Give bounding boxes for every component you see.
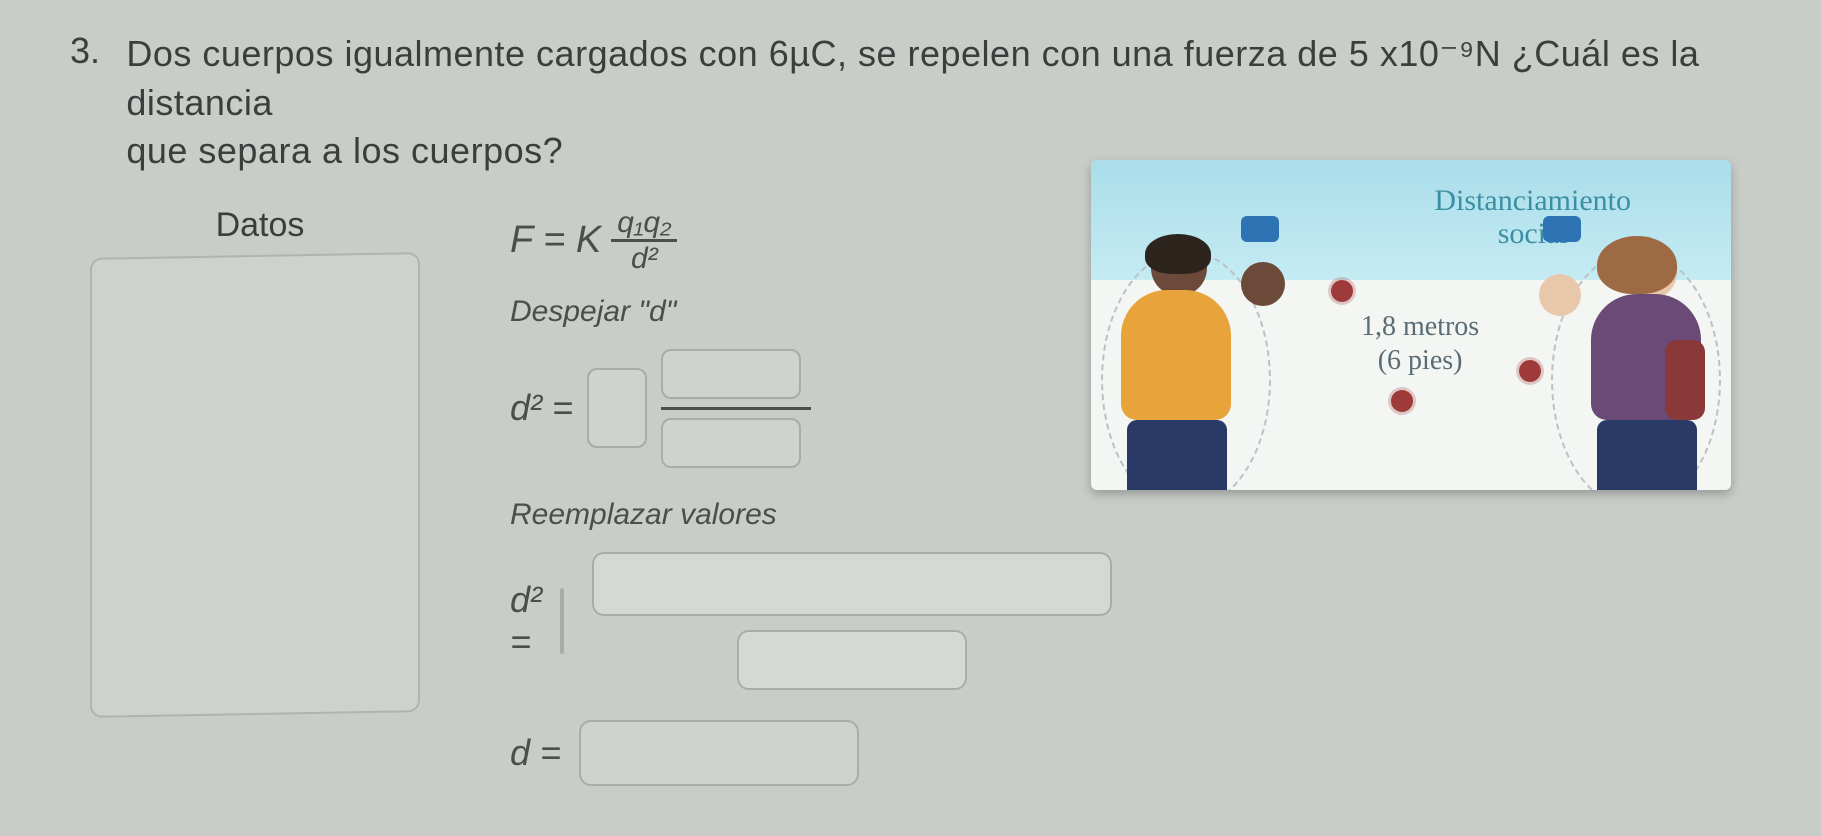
speech-bubble-right-icon bbox=[1543, 216, 1581, 242]
hair-icon bbox=[1597, 236, 1677, 294]
result-den-box[interactable] bbox=[737, 630, 967, 690]
d2-label-2: d² = bbox=[510, 579, 542, 663]
illus-distance-line1: 1,8 metros bbox=[1361, 311, 1479, 342]
d2-value-row: d² = bbox=[510, 552, 1030, 690]
body-icon bbox=[1121, 290, 1231, 420]
virus-icon bbox=[1391, 390, 1413, 412]
d2-isolate-row: d² = bbox=[510, 349, 1030, 468]
person-left bbox=[1121, 240, 1231, 490]
person-right bbox=[1581, 244, 1701, 490]
d2-den-box[interactable] bbox=[661, 418, 801, 468]
question-line1: Dos cuerpos igualmente cargados con 6µC,… bbox=[126, 33, 1699, 123]
speech-bubble-left-icon bbox=[1241, 216, 1279, 242]
datos-label: Datos bbox=[70, 206, 450, 245]
d2-num-box[interactable] bbox=[661, 349, 801, 399]
legs-icon bbox=[1597, 420, 1697, 490]
illus-title-line1: Distanciamiento bbox=[1434, 184, 1631, 217]
d2-label: d² = bbox=[510, 387, 573, 429]
illus-distance: 1,8 metros (6 pies) bbox=[1361, 310, 1479, 377]
datos-column: Datos bbox=[70, 206, 450, 816]
datos-input-box[interactable] bbox=[90, 252, 420, 718]
legs-icon bbox=[1127, 420, 1227, 490]
fraction-bar bbox=[661, 407, 811, 410]
illus-distance-line2: (6 pies) bbox=[1378, 345, 1463, 376]
question-line2: que separa a los cuerpos? bbox=[126, 130, 563, 171]
question-number: 3. bbox=[70, 30, 126, 176]
virus-icon bbox=[1331, 280, 1353, 302]
formula-fraction: q₁q₂ d² bbox=[611, 206, 677, 275]
virus-icon bbox=[1519, 360, 1541, 382]
hair-icon bbox=[1145, 234, 1211, 274]
d2-value-box[interactable] bbox=[560, 588, 564, 654]
coulomb-formula: F = K q₁q₂ d² bbox=[510, 206, 1030, 275]
social-distancing-illustration: Distanciamiento social 1,8 metros (6 pie… bbox=[1091, 160, 1731, 490]
illus-title: Distanciamiento social bbox=[1434, 184, 1631, 250]
d-label: d = bbox=[510, 732, 561, 774]
bag-icon bbox=[1665, 340, 1705, 420]
d2-coef-box[interactable] bbox=[587, 368, 647, 448]
formula-denominator: d² bbox=[625, 242, 664, 275]
formula-numerator: q₁q₂ bbox=[611, 206, 677, 242]
formula-column: F = K q₁q₂ d² Despejar "d" d² = Reemplaz… bbox=[510, 206, 1030, 816]
question: 3. Dos cuerpos igualmente cargados con 6… bbox=[70, 30, 1751, 176]
result-fraction bbox=[592, 552, 1112, 690]
d-value-box[interactable] bbox=[579, 720, 859, 786]
question-text: Dos cuerpos igualmente cargados con 6µC,… bbox=[126, 30, 1751, 176]
step-despejar: Despejar "d" bbox=[510, 295, 1030, 329]
result-num-box[interactable] bbox=[592, 552, 1112, 616]
step-reemplazar: Reemplazar valores bbox=[510, 498, 1030, 532]
wave-hand-icon bbox=[1539, 274, 1581, 316]
d2-fraction-boxes bbox=[661, 349, 811, 468]
wave-hand-icon bbox=[1241, 262, 1285, 306]
d-result-row: d = bbox=[510, 720, 1030, 786]
formula-lhs: F = K bbox=[510, 219, 601, 262]
